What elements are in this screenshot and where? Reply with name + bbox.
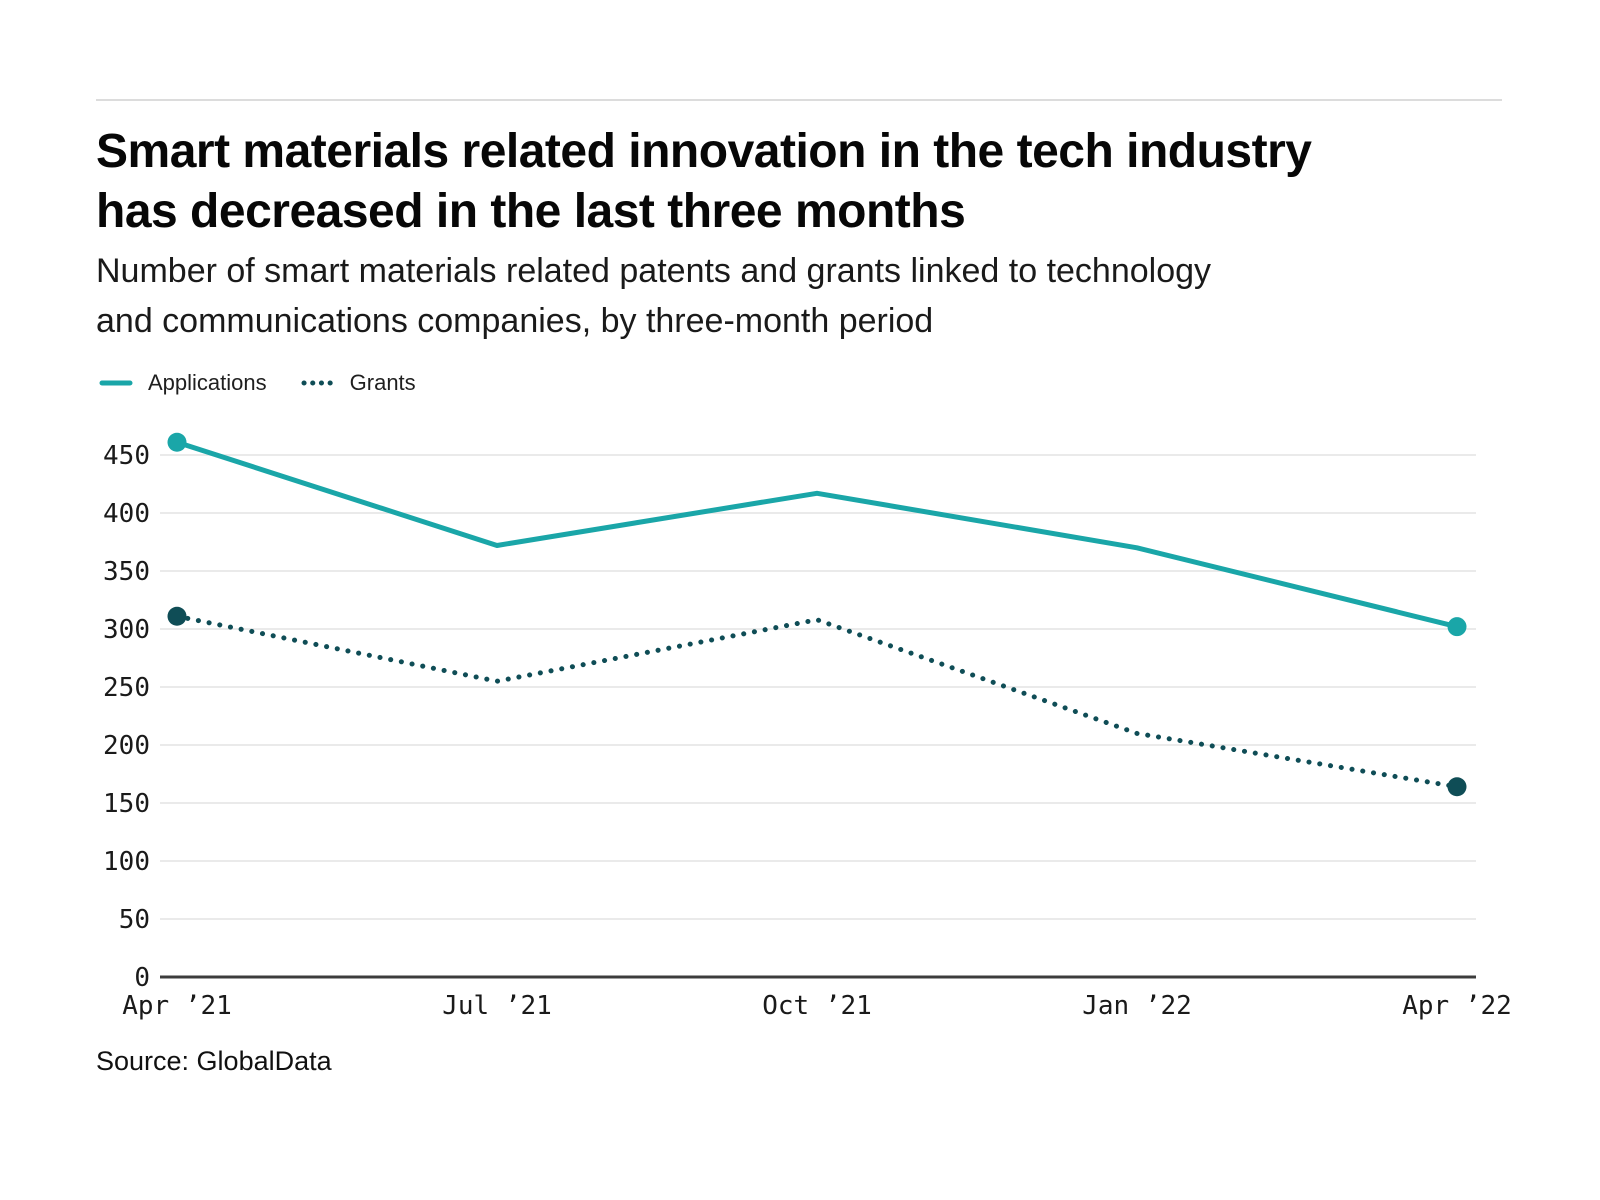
- svg-text:450: 450: [103, 441, 150, 471]
- svg-text:Oct ’21: Oct ’21: [762, 991, 872, 1021]
- svg-text:300: 300: [103, 615, 150, 645]
- page-title-line1: Smart materials related innovation in th…: [96, 125, 1312, 178]
- chart-subtitle-line1: Number of smart materials related patent…: [96, 252, 1212, 290]
- line-chart: 0 50 100 150 200 250 300 350 400 450 Apr ’21 Jul ’2…: [103, 432, 1512, 1021]
- applications-line-swatch: [99, 380, 133, 386]
- svg-text:400: 400: [103, 499, 150, 529]
- chart-subtitle-line2: and communications companies, by three-m…: [96, 302, 934, 340]
- page-title-line2: has decreased in the last three months: [96, 185, 966, 238]
- svg-text:200: 200: [103, 731, 150, 761]
- svg-text:Apr ’21: Apr ’21: [122, 991, 232, 1021]
- legend-label-applications: Applications: [148, 370, 267, 395]
- chart-legend: Applications Grants: [99, 370, 416, 396]
- source-note: Source: GlobalData: [96, 1046, 332, 1076]
- svg-text:Apr ’22: Apr ’22: [1402, 991, 1512, 1021]
- chart-area: 0 50 100 150 200 250 300 350 400 450 Apr ’21 Jul ’2…: [0, 420, 1600, 1040]
- svg-text:250: 250: [103, 673, 150, 703]
- chart-subtitle: Number of smart materials related patent…: [96, 246, 1516, 346]
- header-divider: [96, 99, 1502, 101]
- svg-text:50: 50: [119, 905, 150, 935]
- svg-text:0: 0: [134, 963, 150, 993]
- svg-text:Jul ’21: Jul ’21: [442, 991, 552, 1021]
- grants-line-swatch: [301, 380, 335, 386]
- legend-item-applications: Applications: [99, 370, 267, 396]
- svg-text:Jan ’22: Jan ’22: [1082, 991, 1192, 1021]
- svg-text:150: 150: [103, 789, 150, 819]
- legend-item-grants: Grants: [301, 370, 416, 396]
- page-title: Smart materials related innovation in th…: [96, 122, 1516, 242]
- svg-text:100: 100: [103, 847, 150, 877]
- svg-text:350: 350: [103, 557, 150, 587]
- legend-label-grants: Grants: [349, 370, 416, 395]
